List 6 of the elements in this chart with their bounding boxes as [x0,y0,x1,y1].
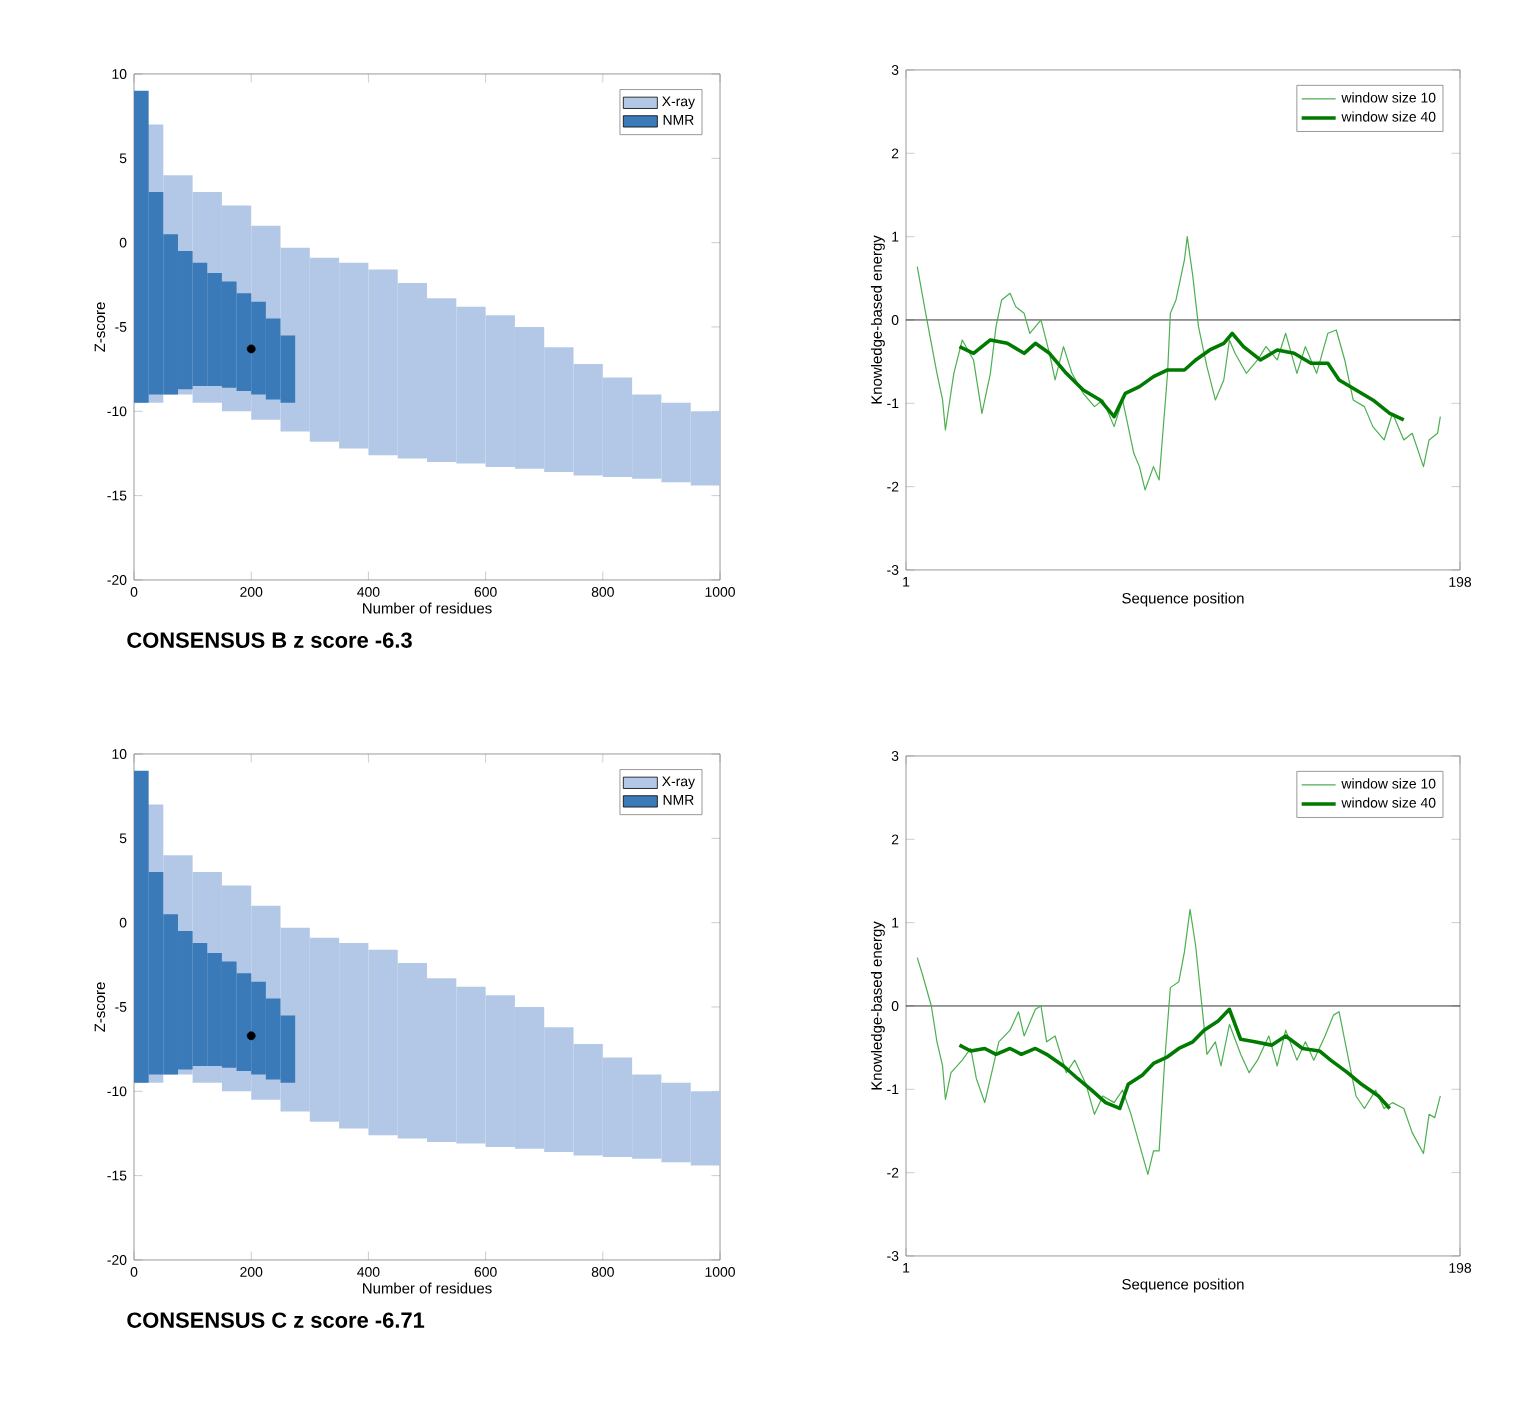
line-series [957,331,1406,422]
line-series [916,236,1441,491]
line-series [957,1007,1392,1111]
text: CONSENSUS B z score -6.3 [127,632,412,648]
text: CONSENSUS C z score -6.71 [127,1312,425,1328]
line-series [916,908,1441,1175]
